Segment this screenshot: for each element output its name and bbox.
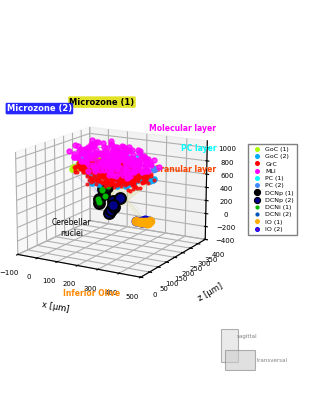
Text: Microzone (1): Microzone (1) xyxy=(70,98,134,107)
Text: Molecular layer: Molecular layer xyxy=(149,124,216,133)
Text: Microzone (2): Microzone (2) xyxy=(7,104,72,113)
Legend: GoC (1), GoC (2), GrC, MLI, PC (1), PC (2), DCNp (1), DCNp (2), DCNi (1), DCNi (: GoC (1), GoC (2), GrC, MLI, PC (1), PC (… xyxy=(248,144,297,235)
Y-axis label: z [μm]: z [μm] xyxy=(196,282,224,303)
Text: transversal: transversal xyxy=(256,358,287,363)
Text: Inferior Olive: Inferior Olive xyxy=(63,289,120,298)
Text: PC layer: PC layer xyxy=(180,144,216,153)
X-axis label: x [μm]: x [μm] xyxy=(41,300,70,314)
FancyBboxPatch shape xyxy=(221,329,238,362)
Text: Granular layer: Granular layer xyxy=(154,165,216,174)
FancyBboxPatch shape xyxy=(225,350,255,370)
Text: sagittal: sagittal xyxy=(237,334,257,339)
Text: Cerebellar
nuclei: Cerebellar nuclei xyxy=(52,218,91,238)
